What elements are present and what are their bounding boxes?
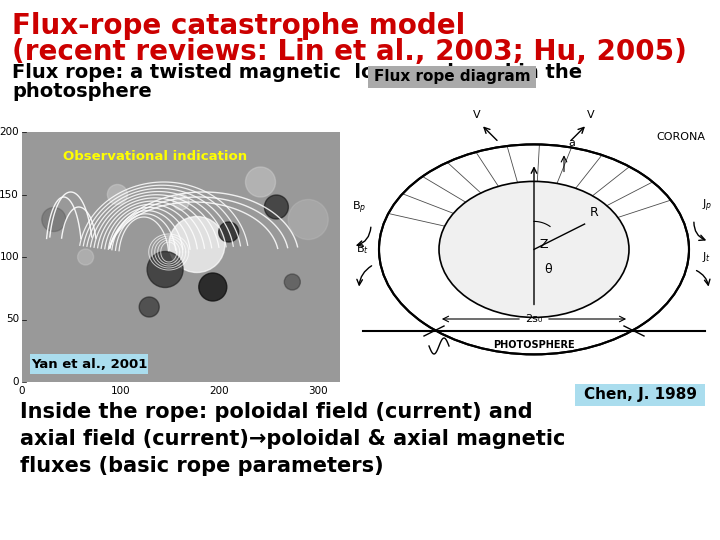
Text: 300: 300	[308, 386, 328, 396]
Circle shape	[169, 217, 225, 273]
Circle shape	[173, 194, 189, 210]
Circle shape	[42, 207, 66, 232]
Text: 50: 50	[6, 314, 19, 325]
Bar	[368, 66, 536, 88]
Text: Z: Z	[539, 238, 547, 251]
Text: Chen, J. 1989: Chen, J. 1989	[583, 388, 696, 402]
Text: J$_t$: J$_t$	[702, 251, 711, 265]
Text: a: a	[568, 138, 575, 149]
Text: 100: 100	[111, 386, 130, 396]
Circle shape	[139, 297, 159, 317]
Circle shape	[264, 195, 289, 219]
Text: 200: 200	[0, 127, 19, 137]
Ellipse shape	[439, 181, 629, 318]
Text: V: V	[588, 110, 595, 120]
Text: Inside the rope: poloidal field (current) and: Inside the rope: poloidal field (current…	[20, 402, 533, 422]
Bar	[30, 354, 148, 374]
Bar	[22, 132, 340, 382]
Circle shape	[78, 249, 94, 265]
Text: axial field (current)→poloidal & axial magnetic: axial field (current)→poloidal & axial m…	[20, 429, 565, 449]
Text: B$_t$: B$_t$	[356, 242, 369, 256]
Circle shape	[147, 252, 183, 287]
Circle shape	[219, 222, 239, 242]
Text: θ: θ	[544, 264, 552, 276]
Text: Yan et al., 2001: Yan et al., 2001	[31, 357, 147, 370]
Circle shape	[107, 185, 127, 205]
Text: 200: 200	[210, 386, 229, 396]
Text: B$_p$: B$_p$	[351, 200, 366, 217]
Text: V: V	[473, 110, 481, 120]
Text: 0: 0	[12, 377, 19, 387]
Circle shape	[199, 273, 227, 301]
Text: J$_p$: J$_p$	[702, 198, 713, 214]
Text: PHOTOSPHERE: PHOTOSPHERE	[493, 340, 575, 350]
Text: Flux-rope catastrophe model: Flux-rope catastrophe model	[12, 12, 465, 40]
Text: Flux rope diagram: Flux rope diagram	[374, 70, 531, 84]
Text: fluxes (basic rope parameters): fluxes (basic rope parameters)	[20, 456, 384, 476]
Text: 0: 0	[19, 386, 25, 396]
Text: (recent reviews: Lin et al., 2003; Hu, 2005): (recent reviews: Lin et al., 2003; Hu, 2…	[12, 38, 687, 66]
Circle shape	[288, 199, 328, 240]
Text: Observational indication: Observational indication	[63, 150, 248, 163]
Text: Flux rope: a twisted magnetic  loop anchored in the: Flux rope: a twisted magnetic loop ancho…	[12, 63, 582, 82]
Text: 100: 100	[0, 252, 19, 262]
Bar	[358, 127, 710, 382]
Text: CORONA: CORONA	[656, 132, 705, 142]
Text: 2s₀: 2s₀	[526, 314, 543, 324]
Text: R: R	[590, 206, 598, 219]
Text: 150: 150	[0, 190, 19, 199]
Circle shape	[246, 167, 276, 197]
Circle shape	[284, 274, 300, 290]
Text: photosphere: photosphere	[12, 82, 152, 101]
Bar	[575, 384, 705, 406]
